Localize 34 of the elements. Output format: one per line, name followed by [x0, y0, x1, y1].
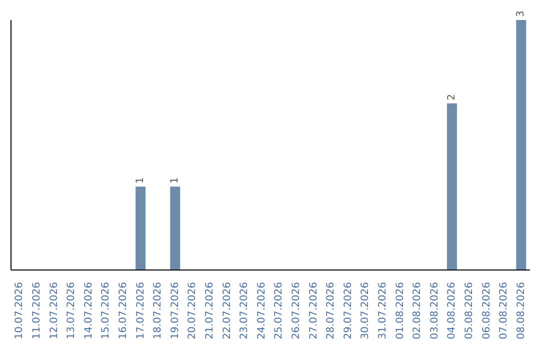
x-tick-label: 31.07.2026 — [377, 282, 388, 340]
data-label: 3 — [516, 10, 527, 17]
x-tick-label: 04.08.2026 — [446, 282, 458, 340]
x-tick-label: 08.08.2026 — [516, 282, 527, 340]
x-tick-label: 19.07.2026 — [170, 282, 181, 340]
x-tick-label: 18.07.2026 — [152, 282, 164, 340]
x-tick-label: 27.07.2026 — [308, 282, 320, 340]
x-tick-label: 01.08.2026 — [394, 282, 406, 340]
x-tick-label: 05.08.2026 — [464, 282, 475, 340]
x-tick-label: 22.07.2026 — [222, 282, 233, 340]
x-tick-label: 26.07.2026 — [290, 282, 302, 340]
x-tick-label: 06.08.2026 — [481, 282, 492, 340]
x-tick-label: 25.07.2026 — [274, 282, 285, 340]
x-tick-label: 30.07.2026 — [360, 282, 372, 340]
x-tick-label: 29.07.2026 — [342, 282, 354, 340]
x-tick-label: 10.07.2026 — [14, 282, 26, 340]
x-tick-label: 24.07.2026 — [256, 282, 268, 340]
x-tick-label: 20.07.2026 — [187, 282, 198, 340]
x-tick-label: 02.08.2026 — [412, 282, 424, 340]
x-tick-label: 03.08.2026 — [429, 282, 440, 340]
x-tick-label: 11.07.2026 — [31, 282, 42, 340]
x-tick-label: 21.07.2026 — [204, 282, 216, 340]
x-tick-label: 23.07.2026 — [239, 282, 250, 340]
x-tick-label: 14.07.2026 — [83, 282, 94, 340]
x-tick-label: 15.07.2026 — [100, 282, 112, 340]
x-tick-label: 17.07.2026 — [135, 282, 146, 340]
x-tick-label: 12.07.2026 — [48, 282, 60, 340]
data-label: 2 — [446, 94, 458, 100]
x-tick-label: 07.08.2026 — [498, 282, 510, 340]
x-tick-label: 16.07.2026 — [118, 282, 129, 340]
data-label: 1 — [170, 177, 181, 184]
data-label: 1 — [135, 177, 146, 184]
x-tick-label: 28.07.2026 — [326, 282, 337, 340]
x-tick-label: 13.07.2026 — [66, 282, 78, 340]
